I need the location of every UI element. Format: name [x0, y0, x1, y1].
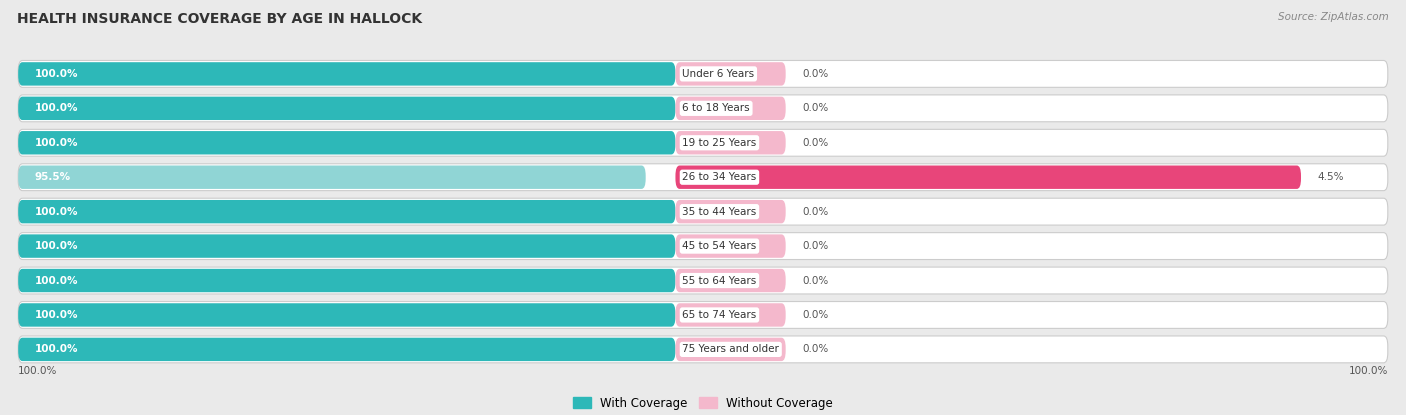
- FancyBboxPatch shape: [18, 338, 675, 361]
- FancyBboxPatch shape: [18, 166, 645, 189]
- Text: 35 to 44 Years: 35 to 44 Years: [682, 207, 756, 217]
- Text: 26 to 34 Years: 26 to 34 Years: [682, 172, 756, 182]
- FancyBboxPatch shape: [675, 303, 786, 327]
- FancyBboxPatch shape: [18, 200, 675, 223]
- Text: 100.0%: 100.0%: [35, 310, 79, 320]
- Text: Under 6 Years: Under 6 Years: [682, 69, 755, 79]
- Text: 100.0%: 100.0%: [35, 103, 79, 113]
- FancyBboxPatch shape: [18, 129, 1388, 156]
- FancyBboxPatch shape: [18, 234, 675, 258]
- Text: 100.0%: 100.0%: [35, 276, 79, 286]
- Text: 55 to 64 Years: 55 to 64 Years: [682, 276, 756, 286]
- FancyBboxPatch shape: [18, 267, 1388, 294]
- Text: 0.0%: 0.0%: [803, 69, 828, 79]
- Text: 100.0%: 100.0%: [35, 344, 79, 354]
- Text: 4.5%: 4.5%: [1317, 172, 1344, 182]
- Text: 65 to 74 Years: 65 to 74 Years: [682, 310, 756, 320]
- Text: 95.5%: 95.5%: [35, 172, 70, 182]
- FancyBboxPatch shape: [18, 62, 675, 85]
- FancyBboxPatch shape: [675, 200, 786, 223]
- Text: 0.0%: 0.0%: [803, 207, 828, 217]
- Text: Source: ZipAtlas.com: Source: ZipAtlas.com: [1278, 12, 1389, 22]
- Text: 0.0%: 0.0%: [803, 241, 828, 251]
- FancyBboxPatch shape: [675, 338, 786, 361]
- FancyBboxPatch shape: [675, 269, 786, 292]
- FancyBboxPatch shape: [18, 164, 1388, 190]
- Text: 100.0%: 100.0%: [35, 207, 79, 217]
- FancyBboxPatch shape: [675, 234, 786, 258]
- Text: 19 to 25 Years: 19 to 25 Years: [682, 138, 756, 148]
- Legend: With Coverage, Without Coverage: With Coverage, Without Coverage: [572, 397, 834, 410]
- FancyBboxPatch shape: [18, 61, 1388, 87]
- Text: 6 to 18 Years: 6 to 18 Years: [682, 103, 749, 113]
- Text: 0.0%: 0.0%: [803, 103, 828, 113]
- Text: 0.0%: 0.0%: [803, 276, 828, 286]
- Text: 75 Years and older: 75 Years and older: [682, 344, 779, 354]
- FancyBboxPatch shape: [18, 303, 675, 327]
- FancyBboxPatch shape: [18, 336, 1388, 363]
- FancyBboxPatch shape: [18, 198, 1388, 225]
- Text: 0.0%: 0.0%: [803, 138, 828, 148]
- FancyBboxPatch shape: [18, 131, 675, 154]
- FancyBboxPatch shape: [18, 233, 1388, 259]
- Text: 100.0%: 100.0%: [35, 138, 79, 148]
- Text: HEALTH INSURANCE COVERAGE BY AGE IN HALLOCK: HEALTH INSURANCE COVERAGE BY AGE IN HALL…: [17, 12, 422, 27]
- FancyBboxPatch shape: [675, 62, 786, 85]
- Text: 0.0%: 0.0%: [803, 310, 828, 320]
- FancyBboxPatch shape: [675, 131, 786, 154]
- Text: 0.0%: 0.0%: [803, 344, 828, 354]
- Text: 45 to 54 Years: 45 to 54 Years: [682, 241, 756, 251]
- Text: 100.0%: 100.0%: [1348, 366, 1388, 376]
- FancyBboxPatch shape: [18, 269, 675, 292]
- Text: 100.0%: 100.0%: [35, 241, 79, 251]
- FancyBboxPatch shape: [18, 97, 675, 120]
- FancyBboxPatch shape: [18, 302, 1388, 328]
- FancyBboxPatch shape: [675, 166, 1301, 189]
- FancyBboxPatch shape: [675, 97, 786, 120]
- FancyBboxPatch shape: [18, 95, 1388, 122]
- Text: 100.0%: 100.0%: [35, 69, 79, 79]
- Text: 100.0%: 100.0%: [18, 366, 58, 376]
